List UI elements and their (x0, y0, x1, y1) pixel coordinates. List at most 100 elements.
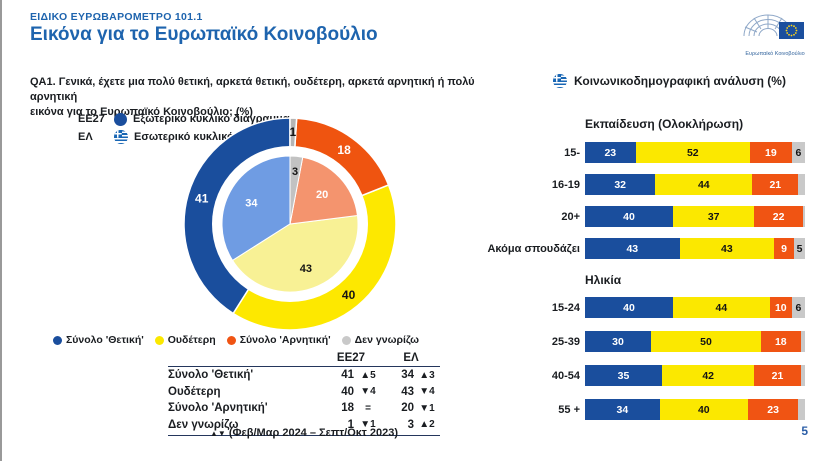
table-row: Σύνολο 'Θετική' 41 ▲5 34 ▲3 (168, 367, 440, 384)
bar-segment: 9 (774, 238, 794, 259)
page-number: 5 (801, 424, 808, 438)
bar-segment: 21 (752, 174, 799, 195)
legend-label: Δεν γνωρίζω (354, 334, 419, 346)
bar-segment: 42 (662, 365, 755, 386)
bar-segment: 40 (659, 399, 748, 420)
table-delta-ee27: ▼1 (360, 419, 376, 431)
bar-group-title: Ηλικία (585, 273, 622, 287)
stacked-bar: 23 52 19 6 (585, 142, 805, 163)
bar-row: 15-24 40 44 10 6 (480, 297, 805, 318)
table-value-ee27: 41 (341, 369, 354, 382)
bar-segment: 21 (754, 365, 801, 386)
bar-row-label: 55 + (558, 403, 580, 416)
hemicycle-icon (743, 14, 804, 39)
bar-segment: 5 (793, 238, 805, 259)
ring-legend-item: ΕΕ27 Εξωτερικό κυκλικό διάγραμμα (78, 110, 293, 128)
eu-dot-icon (114, 112, 127, 126)
sociodemographic-bars: Εκπαίδευση (Ολοκλήρωση) 15- 23 52 19 6 16-19 32… (480, 117, 805, 433)
stacked-bar: 40 37 22 (585, 206, 805, 227)
stacked-bar: 40 44 10 6 (585, 297, 805, 318)
table-col-el: ΕΛ (403, 352, 419, 364)
table-value-ee27: 18 (341, 402, 354, 415)
bar-row: 20+ 40 37 22 (480, 206, 805, 227)
bar-row-label: 16-19 (551, 178, 580, 191)
bar-segment: 43 (679, 238, 775, 259)
table-delta-ee27: ▼4 (360, 386, 376, 398)
sociodemographic-header: Κοινωνικοδημογραφική ανάλυση (%) (553, 74, 786, 88)
bar-row-label: 40-54 (551, 369, 580, 382)
bar-segment: 44 (655, 174, 753, 195)
stacked-bar: 32 44 21 (585, 174, 805, 195)
footnote: ▲▼ (Φεβ/Μαρ 2024 – Σεπτ/Οκτ 2023) (168, 427, 440, 439)
bar-segment: 6 (791, 297, 805, 318)
bar-segment (798, 174, 805, 195)
bar-segment: 37 (673, 206, 755, 227)
panel-title: Κοινωνικοδημογραφική ανάλυση (%) (574, 74, 786, 88)
bar-segment: 23 (585, 142, 636, 163)
table-delta-el: ▼1 (419, 402, 435, 414)
trend-symbols: ▲▼ (209, 429, 226, 438)
legend-dot-icon (341, 335, 351, 345)
ring-legend-label: ΕΛ (78, 131, 93, 143)
table-value-el: 3 (407, 418, 414, 431)
legend-dot-icon (53, 335, 62, 345)
table-delta-ee27: ▲5 (360, 369, 376, 381)
legend-label: Σύνολο 'Θετική' (66, 334, 144, 346)
series-legend: Σύνολο 'Θετική' Ουδέτερη Σύνολο 'Αρνητική'… (30, 334, 442, 346)
bar-segment: 40 (585, 297, 673, 318)
bar-segment (798, 399, 805, 420)
eu-flag-icon (779, 22, 804, 39)
stacked-bar: 35 42 21 (585, 365, 805, 386)
bar-segment: 43 (585, 238, 680, 259)
footnote-text: (Φεβ/Μαρ 2024 – Σεπτ/Οκτ 2023) (228, 427, 399, 439)
bar-row: 40-54 35 42 21 (480, 365, 805, 386)
legend-dot-icon (226, 335, 236, 345)
table-row-label: Δεν γνωρίζω (168, 418, 239, 431)
table-row: Ουδέτερη 40 ▼4 43 ▼4 (168, 384, 440, 401)
donut-chart: 41 40 18 1 34 43 20 3 (183, 117, 397, 331)
bar-segment: 10 (769, 297, 792, 318)
table-delta-ee27: = (365, 402, 371, 414)
donut-value-label: 34 (245, 198, 258, 210)
donut-value-label: 41 (195, 192, 209, 206)
bar-segment: 23 (747, 399, 799, 420)
table-row-label: Σύνολο 'Αρνητική' (168, 402, 268, 415)
bar-row: 16-19 32 44 21 (480, 174, 805, 195)
bar-segment: 32 (585, 174, 656, 195)
legend-item: Σύνολο 'Θετική' (53, 334, 144, 346)
question-text: QA1. Γενικά, έχετε μια πολύ θετική, αρκε… (30, 75, 490, 120)
donut-value-label: 18 (337, 143, 351, 157)
legend-label: Σύνολο 'Αρνητική' (239, 334, 331, 346)
table-row-label: Ουδέτερη (168, 385, 221, 398)
question-line2: εικόνα για το Ευρωπαϊκό Κοινοβούλιο; (%) (30, 106, 253, 118)
donut-value-label: 43 (300, 263, 312, 275)
table-value-ee27: 40 (341, 385, 354, 398)
stacked-bar: 30 50 18 (585, 331, 805, 352)
bar-row-label: 15- (564, 146, 580, 159)
bar-segment: 6 (791, 142, 805, 163)
bar-segment: 50 (651, 331, 761, 352)
bar-segment: 22 (754, 206, 803, 227)
greek-flag-icon (114, 130, 128, 144)
table-row: Δεν γνωρίζω 1 ▼1 3 ▲2 (168, 417, 440, 434)
table-bottom-border (168, 435, 440, 436)
ring-legend-text: Εξωτερικό κυκλικό διάγραμμα (133, 113, 290, 125)
table-row-label: Σύνολο 'Θετική' (168, 369, 254, 382)
bar-segment: 35 (585, 365, 662, 386)
table-value-el: 43 (401, 385, 414, 398)
bar-row-label: 20+ (561, 210, 580, 223)
donut-value-label: 40 (342, 288, 356, 302)
greek-flag-icon (553, 74, 567, 88)
table-col-ee27: ΕΕ27 (336, 352, 366, 364)
question-line1: QA1. Γενικά, έχετε μια πολύ θετική, αρκε… (30, 76, 475, 103)
stacked-bar: 34 40 23 (585, 399, 805, 420)
table-value-el: 34 (401, 369, 414, 382)
summary-table: ΕΕ27 ΕΛ Σύνολο 'Θετική' 41 ▲5 34 ▲3 Ουδέτερη 40 ▼… (168, 352, 440, 436)
survey-kicker: ΕΙΔΙΚΟ ΕΥΡΩΒΑΡΟΜΕΤΡΟ 101.1 (30, 11, 203, 23)
bar-segment: 19 (749, 142, 792, 163)
bar-row: 15- 23 52 19 6 (480, 142, 805, 163)
bar-row-label: Ακόμα σπουδάζει (487, 242, 580, 255)
donut-value-label: 1 (290, 125, 297, 139)
stacked-bar: 43 43 9 5 (585, 238, 805, 259)
